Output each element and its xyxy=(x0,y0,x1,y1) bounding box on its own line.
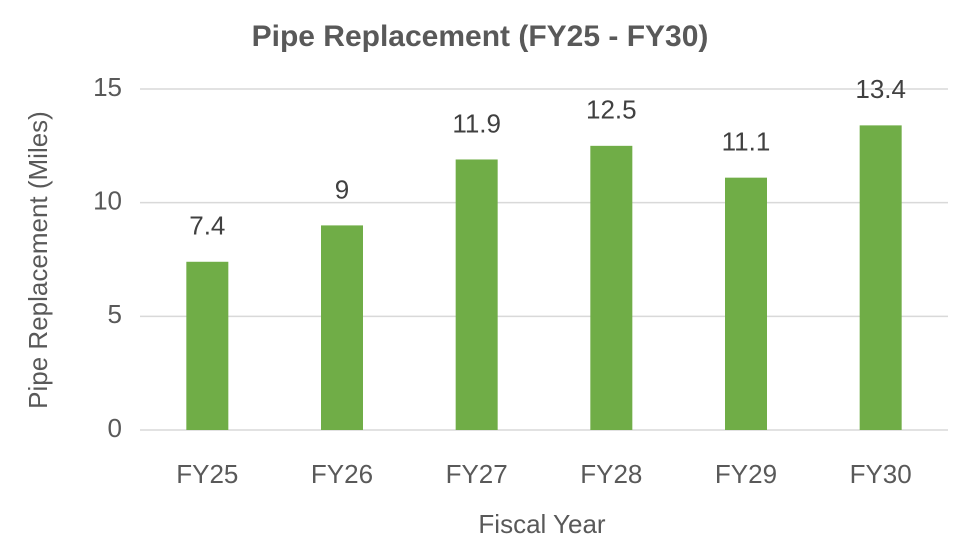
x-tick-label: FY27 xyxy=(446,459,508,489)
x-tick-label: FY25 xyxy=(176,459,238,489)
x-tick-label: FY29 xyxy=(715,459,777,489)
bar xyxy=(725,177,767,430)
y-tick-label: 0 xyxy=(108,413,122,443)
bar xyxy=(859,125,902,430)
data-label: 12.5 xyxy=(586,95,637,125)
bar xyxy=(321,225,363,430)
data-label: 11.1 xyxy=(722,127,771,157)
y-tick-label: 10 xyxy=(93,186,122,216)
chart-title: Pipe Replacement (FY25 - FY30) xyxy=(252,20,709,53)
bar xyxy=(186,261,229,430)
data-label: 9 xyxy=(335,174,349,204)
x-tick-label: FY30 xyxy=(850,459,912,489)
y-axis-title: Pipe Replacement (Miles) xyxy=(23,111,53,409)
bar xyxy=(590,145,633,431)
data-label: 11.9 xyxy=(452,108,501,138)
x-axis-title: Fiscal Year xyxy=(478,509,606,539)
data-label: 7.4 xyxy=(189,211,225,241)
x-tick-label: FY26 xyxy=(311,459,373,489)
x-tick-label: FY28 xyxy=(580,459,642,489)
bar xyxy=(455,159,498,430)
data-label: 13.4 xyxy=(855,74,906,104)
y-tick-label: 15 xyxy=(93,72,122,102)
y-tick-label: 5 xyxy=(108,299,122,329)
